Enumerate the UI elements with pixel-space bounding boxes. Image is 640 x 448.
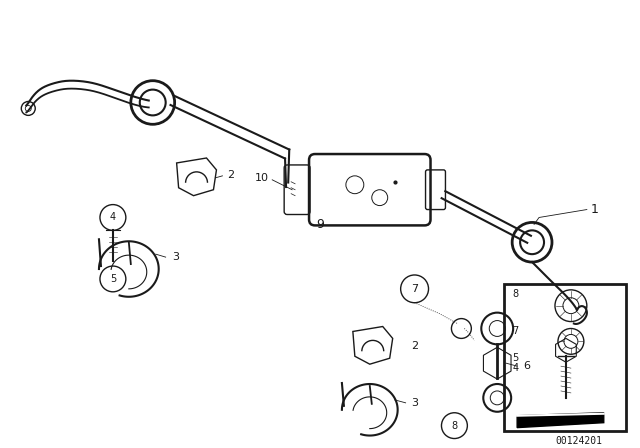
Text: 7: 7	[411, 284, 418, 294]
Text: 2: 2	[227, 170, 234, 180]
Text: 6: 6	[524, 361, 531, 371]
Polygon shape	[517, 413, 604, 428]
Text: 4: 4	[512, 363, 518, 373]
Text: 1: 1	[591, 203, 599, 216]
Text: 8: 8	[451, 421, 458, 431]
Text: 2: 2	[411, 341, 418, 351]
Text: 8: 8	[512, 289, 518, 299]
Bar	[504, 284, 626, 431]
Text: 00124201: 00124201	[556, 435, 602, 445]
Text: 10: 10	[255, 173, 269, 183]
Text: 5: 5	[512, 353, 518, 363]
Text: 4: 4	[110, 212, 116, 223]
Text: 9: 9	[316, 218, 324, 231]
Text: 3: 3	[172, 252, 179, 262]
Text: 3: 3	[411, 398, 418, 408]
Text: 5: 5	[110, 274, 116, 284]
Text: 7: 7	[512, 327, 518, 336]
